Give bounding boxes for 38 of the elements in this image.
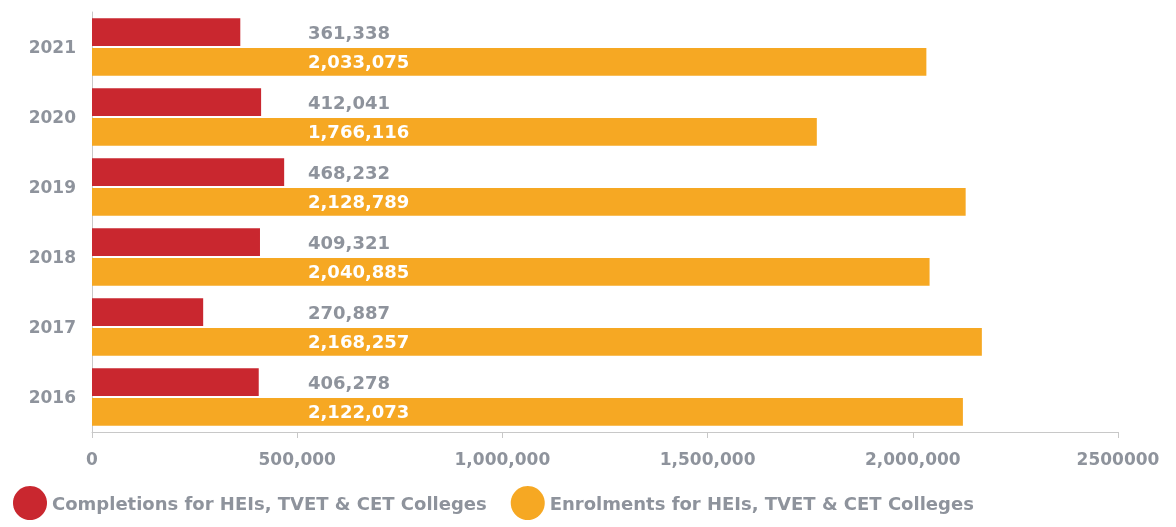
x-tick-label: 500,000 [258,448,337,469]
x-tick-label: 2,000,000 [864,448,961,469]
data-label: 409,321 [308,231,390,253]
bar [92,48,927,76]
bar [92,158,285,186]
y-tick-label: 2020 [28,107,77,127]
bar [92,228,260,256]
bar [92,258,930,286]
legend-label: Completions for HEIs, TVET & CET Colleges [52,492,487,514]
y-tick-label: 2019 [28,177,76,197]
bar [92,328,982,356]
bar [92,118,817,146]
data-label: 1,766,116 [308,121,410,143]
y-tick-label: 2016 [28,387,76,407]
data-label: 412,041 [308,91,390,113]
data-label: 2,168,257 [308,331,410,353]
bar [92,298,204,326]
bar [92,398,963,426]
data-label: 270,887 [308,301,390,323]
bar [92,368,259,396]
data-label: 361,338 [308,21,390,43]
y-tick-label: 2018 [28,247,76,267]
y-tick-label: 2021 [28,37,76,57]
data-label: 2,033,075 [308,51,410,73]
x-tick-label: 0 [86,448,99,469]
data-label: 406,278 [308,371,390,393]
legend-label: Enrolments for HEIs, TVET & CET Colleges [549,492,974,514]
bar [92,188,966,216]
x-tick-label: 2500000 [1076,448,1160,469]
bar [92,18,241,46]
x-tick-label: 1,000,000 [454,448,551,469]
y-tick-label: 2017 [28,317,76,337]
bar [92,88,262,116]
data-label: 2,122,073 [308,401,410,423]
data-label: 468,232 [308,161,390,183]
x-tick-label: 1,500,000 [659,448,756,469]
data-label: 2,128,789 [308,191,410,213]
data-label: 2,040,885 [308,261,410,283]
